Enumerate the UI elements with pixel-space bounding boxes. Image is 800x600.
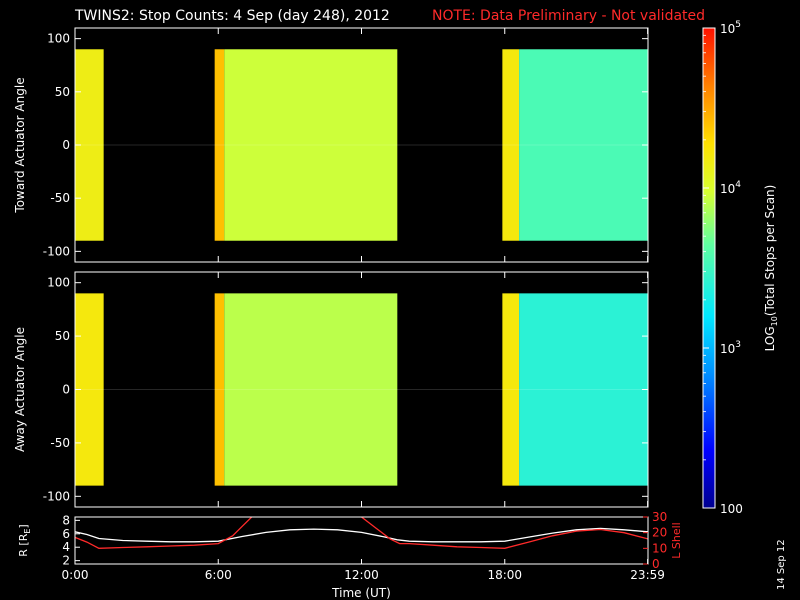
toward-angle-panel: 100 50 0 -50 -100 Toward Actuator Angle: [13, 27, 649, 263]
y-tick-label: 8: [62, 513, 70, 527]
y-axis-label: Toward Actuator Angle: [13, 77, 27, 213]
x-axis-label: Time (UT): [331, 586, 391, 600]
colorbar-label: LOG10(Total Stops per Scan): [763, 185, 779, 352]
x-tick-label: 0:00: [62, 568, 89, 582]
heatmap-cell: [224, 49, 398, 241]
x-tick-label: 12:00: [344, 568, 379, 582]
heatmap-cell: [502, 49, 520, 241]
r-axis-label: R [RE]: [17, 524, 32, 556]
y-axis-label: Away Actuator Angle: [13, 327, 27, 452]
y-tick-label-right: 10: [652, 541, 667, 555]
y-tick-label: 50: [55, 329, 70, 343]
y-tick-label: 0: [62, 383, 70, 397]
y-tick-label: -50: [50, 436, 70, 450]
x-tick-label: 6:00: [205, 568, 232, 582]
colorbar-scale: [702, 27, 716, 509]
colorbar-tick-label: 103: [720, 340, 741, 356]
heatmap-cell: [214, 293, 225, 486]
heatmap-cell: [519, 49, 648, 241]
away-angle-panel: 100 50 0 -50 -100 Away Actuator Angle: [13, 271, 649, 508]
colorbar-tick-label: 105: [720, 20, 741, 36]
heatmap-cell: [519, 293, 648, 486]
chart-note: NOTE: Data Preliminary - Not validated: [432, 8, 705, 24]
heatmap-cell: [214, 49, 225, 241]
lshell-series-line: [75, 517, 253, 549]
x-tick-label: 18:00: [487, 568, 522, 582]
y-tick-label: 2: [62, 554, 70, 568]
colorbar-tick-label: 100: [720, 502, 743, 516]
heatmap-cell: [502, 293, 520, 486]
colorbar-tick-label: 104: [720, 180, 741, 196]
lshell-axis-label: L Shell: [670, 522, 683, 558]
y-tick-label: 100: [47, 32, 70, 46]
date-stamp: 14 Sep 12: [776, 539, 787, 590]
r-series-line: [75, 527, 648, 543]
chart-title: TWINS2: Stop Counts: 4 Sep (day 248), 20…: [74, 8, 390, 24]
y-tick-label-right: 0: [652, 557, 660, 571]
y-tick-label: 4: [62, 540, 70, 554]
y-tick-label: -100: [43, 244, 70, 258]
heatmap-cell: [224, 293, 398, 486]
y-tick-label: -100: [43, 489, 70, 503]
colorbar: 105 104 103 100 LOG10(Total Stops per Scan): [702, 20, 779, 516]
y-tick-label: 50: [55, 85, 70, 99]
lshell-series-line: [361, 517, 648, 549]
y-tick-label: 6: [62, 527, 70, 541]
y-tick-label-right: 20: [652, 526, 667, 540]
y-tick-label-right: 30: [652, 510, 667, 524]
plot-area: [75, 517, 648, 564]
y-tick-label: 0: [62, 138, 70, 152]
x-tick-label: 23:59: [630, 568, 665, 582]
y-tick-label: -50: [50, 191, 70, 205]
y-tick-label: 100: [47, 276, 70, 290]
